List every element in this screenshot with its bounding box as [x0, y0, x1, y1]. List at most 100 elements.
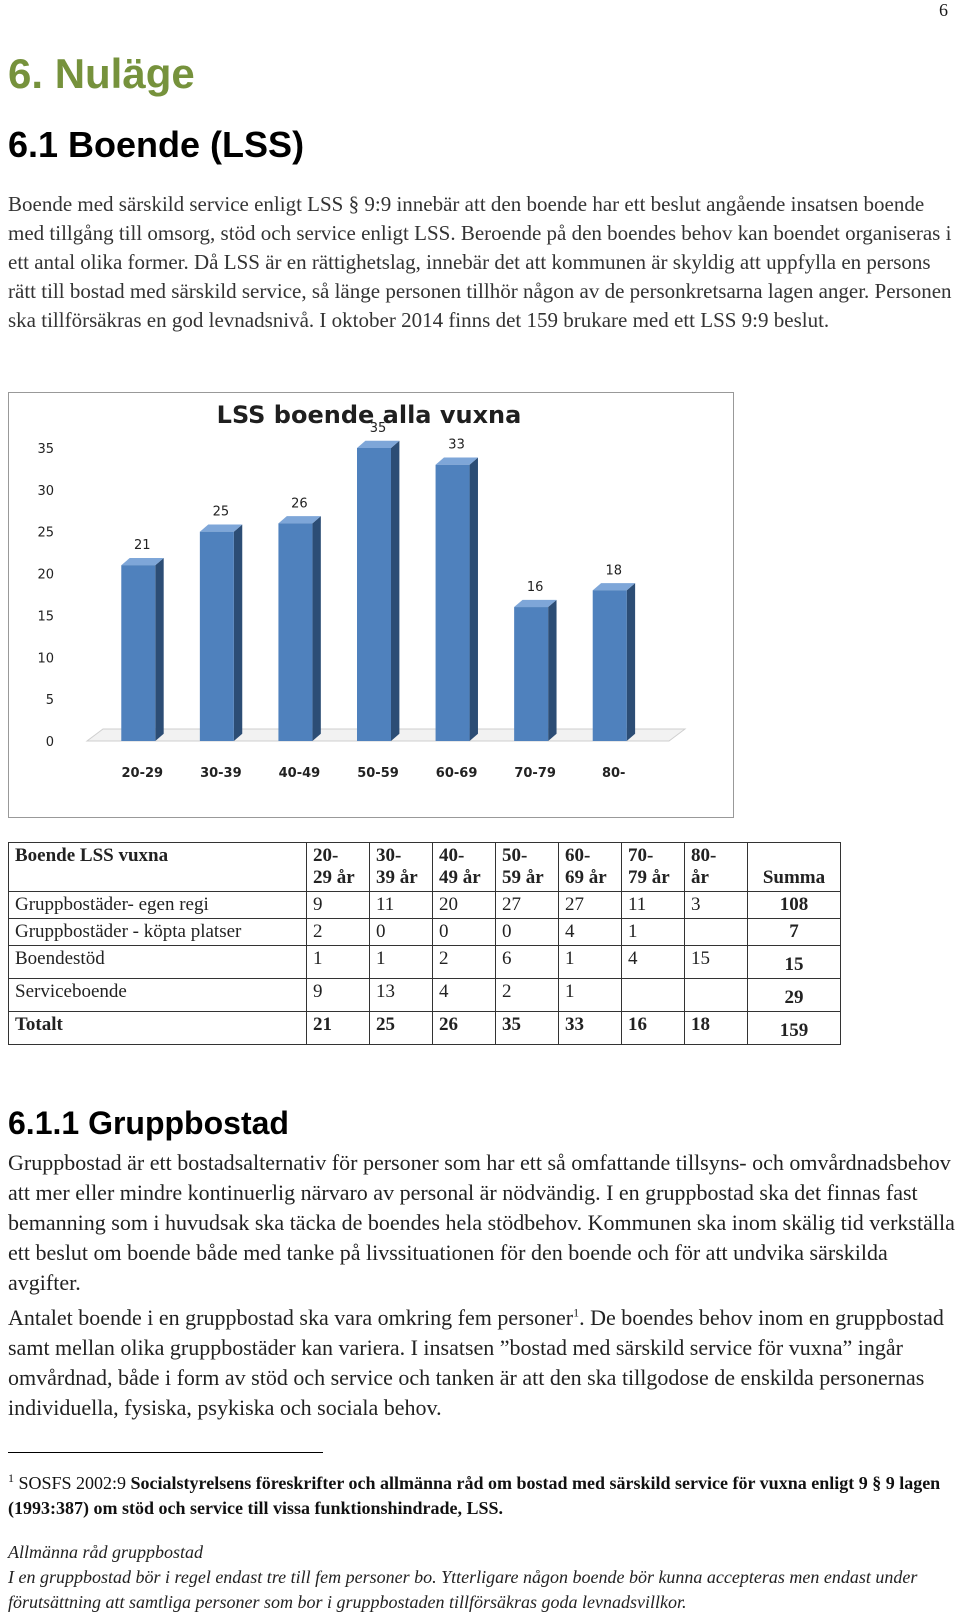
bar-side [233, 524, 243, 741]
bar-top [514, 599, 557, 608]
table-row: Serviceboende 9 13 4 2 1 29 [8, 978, 841, 1012]
bar [592, 590, 627, 741]
footnote-rule [8, 1452, 323, 1453]
y-tick-label: 0 [46, 735, 54, 750]
bar-top [121, 558, 164, 566]
bar-top [592, 583, 636, 591]
table-cell: 0 [432, 918, 496, 946]
table-cell: 2 [306, 918, 370, 946]
page-number: 6 [939, 0, 948, 20]
data-label: 26 [291, 496, 308, 511]
y-tick-label: 35 [37, 442, 54, 457]
table-row: Gruppbostäder- egen regi 9 11 20 27 27 11 3 108 [8, 891, 841, 919]
chart-title: LSS boende alla vuxna [217, 401, 522, 429]
table-cell: 20 [432, 891, 496, 919]
bar-side [155, 558, 164, 741]
table-header-row: Boende LSS vuxna 20- 29 år 30- 39 år 40- 49… [8, 842, 841, 892]
y-tick-label: 15 [37, 609, 54, 624]
lss-table: Boende LSS vuxna 20- 29 år 30- 39 år 40- 49… [8, 842, 841, 1045]
table-cell: 9 [306, 978, 370, 1012]
bar [357, 448, 391, 741]
bar-chart: LSS boende alla vuxna 0 5 10 15 20 25 30 35 21 20-… [8, 392, 734, 818]
x-tick-label: 20-29 [121, 766, 163, 781]
advice-title: Allmänna råd gruppbostad [8, 1542, 204, 1562]
table-cell: 2 [495, 978, 559, 1012]
table-cell: 25 [369, 1011, 433, 1045]
y-tick-label: 5 [46, 693, 54, 708]
table-cell: 11 [621, 891, 685, 919]
bar-side [469, 457, 478, 741]
data-label: 35 [370, 421, 387, 436]
subsection-paragraph-2: Antalet boende i en gruppbostad ska vara… [8, 1305, 944, 1421]
x-tick-label: 30-39 [200, 766, 242, 781]
table-row: Boendestöd 1 1 2 6 1 4 15 15 [8, 945, 841, 979]
table-cell: 33 [558, 1011, 622, 1045]
x-tick-label: 80- [602, 766, 626, 781]
table-cell: 16 [621, 1011, 685, 1045]
subsection-body: Gruppbostad är ett bostadsalternativ för… [8, 1148, 956, 1423]
table-cell: 0 [495, 918, 559, 946]
table-cell: 4 [432, 978, 496, 1012]
x-tick-label: 40-49 [279, 766, 321, 781]
bar-side [548, 599, 557, 741]
bar [199, 531, 234, 741]
subsection-paragraph-1: Gruppbostad är ett bostadsalternativ för… [8, 1150, 955, 1295]
bar-top [435, 457, 478, 465]
row-sum: 159 [747, 1011, 841, 1045]
table-cell: 15 [684, 945, 748, 979]
table-cell: 0 [369, 918, 433, 946]
y-tick-label: 30 [37, 484, 54, 499]
table-cell: 1 [369, 945, 433, 979]
table-title: Boende LSS vuxna [8, 842, 307, 892]
sum-header: Summa [747, 842, 841, 892]
bar-top [199, 524, 243, 532]
bar-chart-svg: LSS boende alla vuxna 0 5 10 15 20 25 30 35 21 20-… [37, 401, 687, 781]
row-sum: 29 [747, 978, 841, 1012]
advice-text: I en gruppbostad bör i regel endast tre … [8, 1567, 918, 1612]
table-cell: 9 [306, 891, 370, 919]
table-cell: 27 [495, 891, 559, 919]
row-label: Serviceboende [8, 978, 307, 1012]
table-cell: 4 [558, 918, 622, 946]
subsection-heading: 6.1.1 Gruppbostad [8, 1105, 289, 1141]
section-heading: 6.1 Boende (LSS) [8, 124, 305, 165]
row-sum: 108 [747, 891, 841, 919]
row-label: Totalt [8, 1011, 307, 1045]
bar [121, 565, 156, 741]
bar [435, 464, 470, 741]
y-tick-label: 10 [37, 651, 54, 666]
row-label: Gruppbostäder - köpta platser [8, 918, 307, 946]
advice-note: Allmänna råd gruppbostad I en gruppbostad… [8, 1540, 958, 1615]
bar-side [312, 516, 321, 741]
intro-paragraph: Boende med särskild service enligt LSS §… [8, 192, 952, 332]
bar-top [357, 440, 400, 448]
table-cell: 1 [558, 945, 622, 979]
chapter-heading: 6. Nuläge [8, 50, 195, 97]
table-cell: 1 [306, 945, 370, 979]
column-header: 80- år [684, 842, 748, 892]
footnote: 1 SOSFS 2002:9 Socialstyrelsens föreskri… [8, 1471, 941, 1518]
table-cell: 4 [621, 945, 685, 979]
y-tick-label: 25 [37, 526, 54, 541]
table-cell: 13 [369, 978, 433, 1012]
data-label: 21 [134, 538, 151, 553]
table-cell: 2 [432, 945, 496, 979]
bar-top [278, 516, 321, 524]
x-tick-label: 70-79 [514, 766, 556, 781]
table-cell: 3 [684, 891, 748, 919]
footnote-ref: 1 [573, 1306, 580, 1320]
column-header: 30- 39 år [369, 842, 433, 892]
x-tick-label: 60-69 [436, 766, 478, 781]
bar [514, 607, 549, 741]
table-cell [684, 978, 748, 1012]
row-sum: 7 [747, 918, 841, 946]
bar [278, 523, 313, 741]
table-cell: 27 [558, 891, 622, 919]
column-header: 60- 69 år [558, 842, 622, 892]
table-cell: 26 [432, 1011, 496, 1045]
table-cell: 6 [495, 945, 559, 979]
table-row: Gruppbostäder - köpta platser 2 0 0 0 4 1 7 [8, 918, 841, 946]
table-cell: 1 [621, 918, 685, 946]
column-header: 40- 49 år [432, 842, 496, 892]
table-cell: 11 [369, 891, 433, 919]
